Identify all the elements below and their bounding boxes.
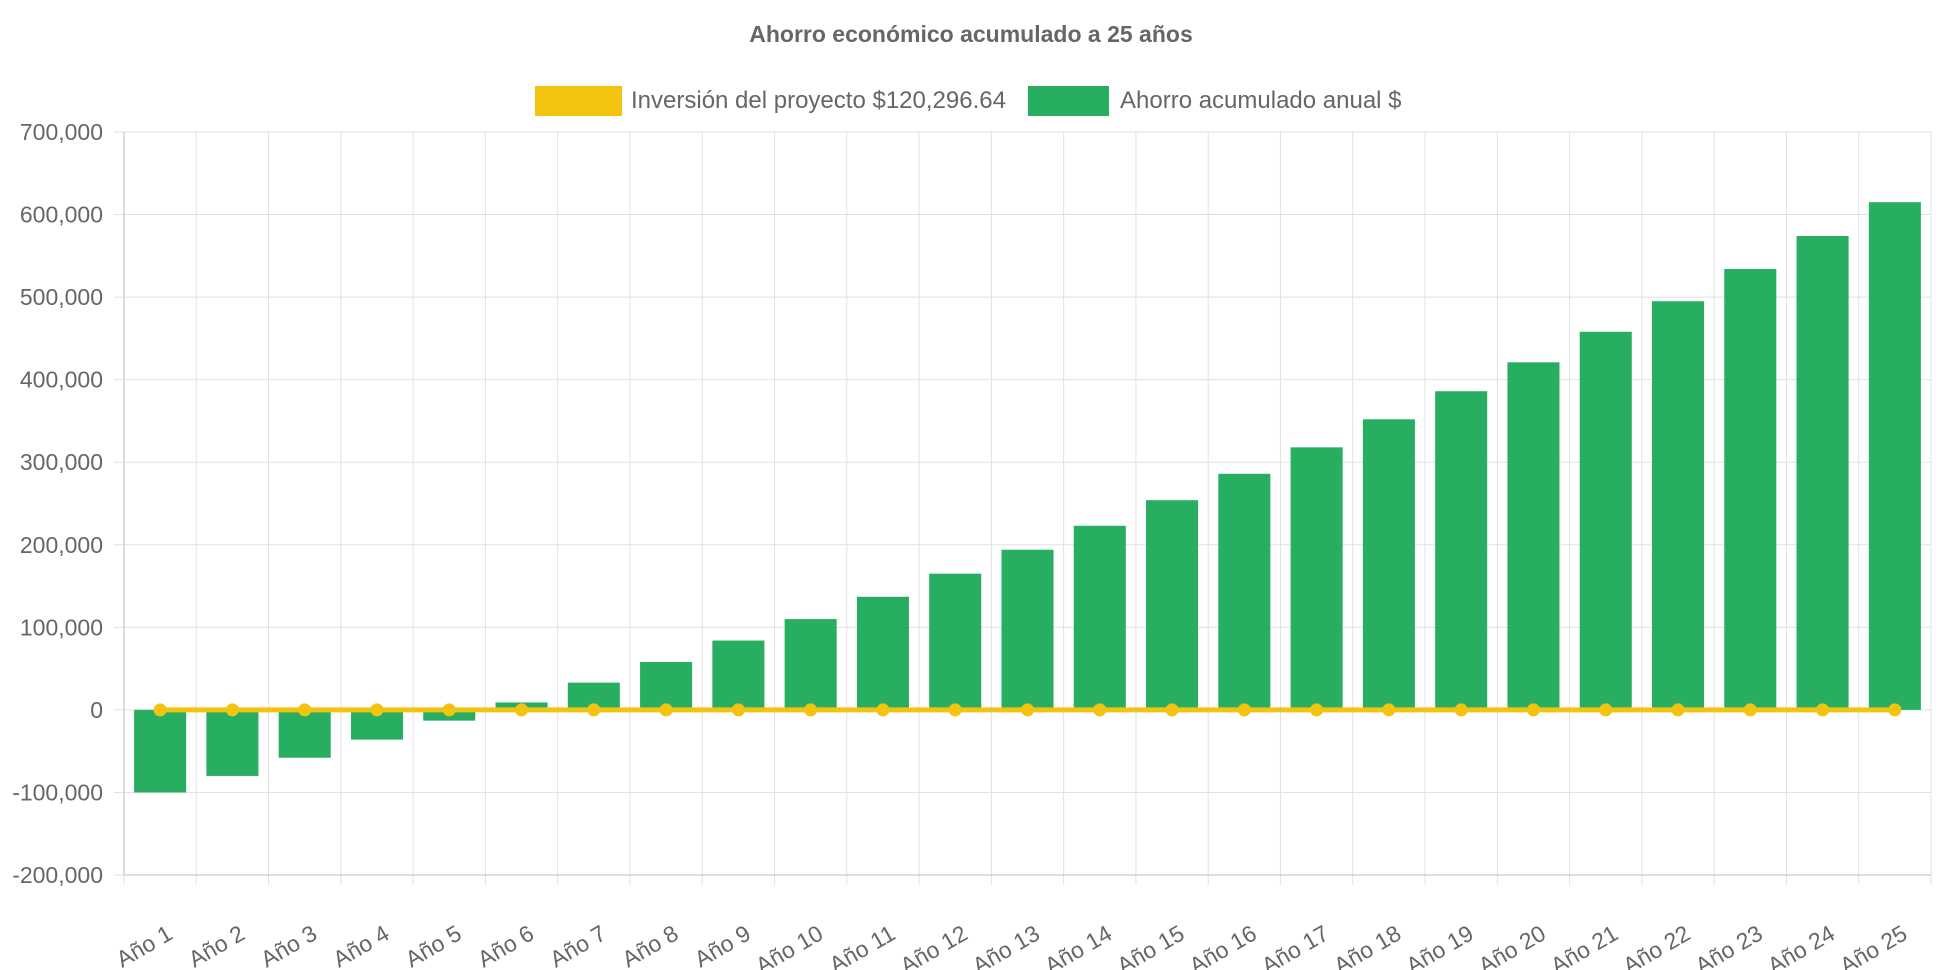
y-tick-label: -100,000 (12, 779, 103, 805)
bar (1435, 391, 1488, 710)
line-point (1310, 703, 1324, 717)
bar (1218, 473, 1271, 710)
bar (1507, 362, 1560, 710)
bar (784, 619, 837, 710)
x-tick-label: Año 16 (1185, 920, 1261, 970)
line-point (225, 703, 239, 717)
line-point (1093, 703, 1107, 717)
line-point (370, 703, 384, 717)
line-point (804, 703, 818, 717)
bar (1146, 500, 1199, 710)
line-point (1165, 703, 1179, 717)
x-tick-label: Año 20 (1474, 920, 1550, 970)
legend-swatch-investment (535, 86, 622, 116)
x-tick-label: Año 3 (256, 920, 321, 970)
y-tick-label: 0 (90, 697, 103, 723)
bar (206, 709, 259, 776)
legend-item-investment[interactable]: Inversión del proyecto $120,296.64 (535, 86, 1006, 116)
x-tick-label: Año 9 (690, 920, 755, 970)
x-tick-label: Año 17 (1257, 920, 1333, 970)
bar (1724, 269, 1777, 710)
x-tick-label: Año 19 (1402, 920, 1478, 970)
line-point (1382, 703, 1396, 717)
line-point (1888, 703, 1902, 717)
x-tick-label: Año 21 (1546, 920, 1622, 970)
x-tick-label: Año 14 (1040, 920, 1116, 970)
x-tick-label: Año 25 (1835, 920, 1911, 970)
y-tick-label: 400,000 (20, 367, 103, 393)
line-point (1599, 703, 1613, 717)
line-point (1021, 703, 1034, 717)
line-point (1526, 703, 1540, 717)
bar (929, 573, 982, 710)
y-axis-ticks: 700,000 600,000 500,000 400,000 300,000 200,0… (12, 119, 103, 888)
y-tick-label: 600,000 (20, 202, 103, 228)
x-tick-label: Año 23 (1691, 920, 1767, 970)
y-tick-label: -200,000 (12, 862, 103, 888)
bar (856, 596, 909, 710)
x-tick-label: Año 12 (896, 920, 972, 970)
x-tick-label: Año 8 (618, 920, 683, 970)
y-tick-label: 100,000 (20, 614, 103, 640)
bar (1868, 202, 1921, 710)
line-point (442, 703, 456, 717)
bar (1362, 419, 1415, 710)
bar (1073, 525, 1126, 710)
x-tick-label: Año 5 (401, 920, 466, 970)
x-tick-label: Año 6 (473, 920, 538, 970)
bar (1290, 447, 1343, 710)
legend-label-investment: Inversión del proyecto $120,296.64 (631, 87, 1006, 114)
y-tick-label: 200,000 (20, 532, 103, 558)
line-point (587, 703, 601, 717)
line-point (298, 703, 312, 717)
bar (1001, 549, 1054, 710)
x-tick-label: Año 11 (825, 920, 900, 970)
x-tick-label: Año 1 (112, 920, 177, 970)
line-series (153, 703, 1902, 717)
legend-item-savings[interactable]: Ahorro acumulado anual $ (1028, 86, 1402, 116)
line-point (731, 703, 745, 717)
grid (114, 131, 1932, 885)
line-point (659, 703, 673, 717)
bar (712, 640, 765, 710)
bar (1796, 236, 1849, 710)
bar (1651, 301, 1705, 710)
bar-series (134, 202, 1921, 793)
x-tick-label: Año 4 (328, 920, 393, 970)
y-tick-label: 700,000 (20, 119, 103, 145)
legend-label-savings: Ahorro acumulado anual $ (1120, 87, 1402, 114)
line-point (153, 703, 167, 717)
line-point (1671, 703, 1685, 717)
line-point (1816, 703, 1830, 717)
x-tick-label: Año 10 (751, 920, 827, 970)
line-point (876, 703, 890, 717)
line-point (1237, 703, 1251, 717)
line-point (1743, 703, 1757, 717)
x-tick-label: Año 7 (545, 920, 610, 970)
x-tick-label: Año 15 (1112, 920, 1188, 970)
x-tick-label: Año 24 (1763, 920, 1839, 970)
y-tick-label: 500,000 (20, 284, 103, 310)
y-tick-label: 300,000 (20, 449, 103, 475)
x-axis-ticks: Año 1 Año 2 Año 3 Año 4 Año 5 Año 6 Año 7 Año 8… (112, 920, 1912, 970)
chart-title: Ahorro económico acumulado a 25 años (749, 21, 1193, 47)
line-point (1454, 703, 1468, 717)
legend-swatch-savings (1028, 86, 1109, 116)
x-tick-label: Año 22 (1618, 920, 1694, 970)
x-tick-label: Año 13 (968, 920, 1044, 970)
line-point (515, 703, 529, 717)
bar (278, 709, 331, 758)
x-tick-label: Año 18 (1329, 920, 1405, 970)
line-point (948, 703, 962, 717)
bar (640, 662, 693, 710)
bar (134, 709, 187, 793)
bar (1579, 331, 1632, 710)
legend[interactable]: Inversión del proyecto $120,296.64 Ahorr… (535, 86, 1402, 116)
x-tick-label: Año 2 (184, 920, 249, 970)
